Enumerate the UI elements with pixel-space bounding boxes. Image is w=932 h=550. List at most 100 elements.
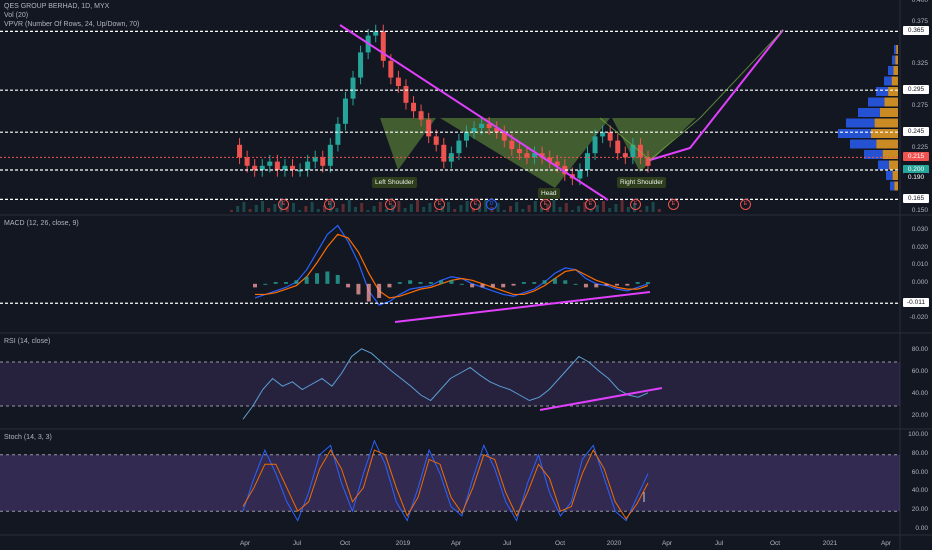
volume-bar xyxy=(564,203,568,212)
volume-bar xyxy=(471,208,475,212)
volume-bar xyxy=(614,204,618,212)
earnings-event-marker[interactable]: E xyxy=(324,199,335,210)
macd-histogram-bar xyxy=(563,280,568,284)
rsi-divergence-line xyxy=(539,387,663,411)
rsi-axis-tick: 80.00 xyxy=(911,346,928,353)
volume-bar xyxy=(366,210,370,212)
vol-indicator-title[interactable]: Vol (20) xyxy=(4,12,29,19)
volume-bar xyxy=(558,207,562,212)
volume-bar xyxy=(465,201,469,212)
volume-bar xyxy=(372,206,376,212)
head-area xyxy=(440,118,610,188)
vpvr-indicator-title[interactable]: VPVR (Number Of Rows, 24, Up/Down, 70) xyxy=(4,21,140,28)
earnings-event-marker[interactable]: E xyxy=(630,199,641,210)
time-axis-tick: Oct xyxy=(339,540,351,547)
candle-body xyxy=(622,153,628,158)
macd-histogram-bar xyxy=(284,282,289,284)
left-shoulder-label: Left Shoulder xyxy=(372,177,417,188)
volume-bar xyxy=(571,210,574,212)
volume-bar xyxy=(378,202,382,212)
vpvr-down-bar xyxy=(874,118,898,128)
macd-histogram-bar xyxy=(294,280,299,284)
macd-histogram-bar xyxy=(449,280,454,284)
volume-bar xyxy=(428,203,432,212)
price-axis-tick: 0.325 xyxy=(911,60,928,67)
macd-histogram-bar xyxy=(263,283,268,285)
volume-bar xyxy=(583,202,587,212)
macd-series-signal xyxy=(255,233,649,299)
earnings-event-marker[interactable]: E xyxy=(740,199,751,210)
stoch-axis-tick: 80.00 xyxy=(911,449,928,457)
candle-body xyxy=(562,165,568,175)
volume-bar xyxy=(236,206,240,212)
candle-body xyxy=(456,140,462,154)
earnings-event-marker[interactable]: E xyxy=(470,199,481,210)
macd-histogram-bar xyxy=(552,278,557,284)
dividend-event-marker[interactable]: D xyxy=(486,199,497,210)
volume-bar xyxy=(434,210,438,212)
macd-histogram-bar xyxy=(583,283,588,288)
right-shoulder-area xyxy=(612,118,696,172)
macd-histogram-bar xyxy=(356,283,361,295)
macd-histogram-bar xyxy=(532,282,537,284)
price-axis-tick: 0.275 xyxy=(911,102,928,109)
volume-bar xyxy=(626,207,630,212)
candle-body xyxy=(252,165,258,170)
macd-histogram-bar xyxy=(428,282,433,284)
volume-bar xyxy=(397,201,401,212)
vpvr-up-bar xyxy=(894,45,897,54)
volume-bar xyxy=(285,207,289,212)
volume-bar xyxy=(447,202,450,212)
macd-histogram-bar xyxy=(573,283,578,285)
candle-body xyxy=(267,161,273,166)
pattern-projection-outline xyxy=(599,29,784,161)
volume-bar xyxy=(316,209,320,212)
volume-bar xyxy=(459,205,463,212)
volume-bar xyxy=(354,207,357,212)
time-axis-tick: Apr xyxy=(450,540,462,547)
earnings-event-marker[interactable]: E xyxy=(668,199,679,210)
vpvr-down-bar xyxy=(880,108,898,117)
volume-bar xyxy=(502,210,506,212)
volume-bar xyxy=(261,201,264,212)
stoch-indicator-title[interactable]: Stoch (14, 3, 3) xyxy=(4,434,52,441)
macd-histogram-bar xyxy=(521,282,526,284)
vpvr-up-bar xyxy=(850,139,877,149)
current-price-badge: 0.190 xyxy=(903,173,929,183)
earnings-event-marker[interactable]: E xyxy=(385,199,396,210)
right-shoulder-label: Right Shoulder xyxy=(617,177,666,188)
vpvr-down-bar xyxy=(871,129,898,138)
rsi-indicator-title[interactable]: RSI (14, close) xyxy=(4,338,51,345)
macd-histogram-bar xyxy=(387,283,392,288)
stoch-axis-tick: 20.00 xyxy=(911,506,928,514)
candle-body xyxy=(554,161,560,166)
candle-body xyxy=(592,136,598,154)
symbol-title[interactable]: QES GROUP BERHAD, 1D, MYX xyxy=(4,3,110,10)
macd-histogram-bar xyxy=(325,271,330,284)
rsi-axis-tick: 40.00 xyxy=(911,390,928,397)
macd-histogram-bar xyxy=(335,275,340,284)
macd-histogram-bar xyxy=(304,276,309,284)
current-price-badge: 0.200 xyxy=(903,165,929,174)
volume-bar xyxy=(577,206,581,212)
earnings-event-marker[interactable]: E xyxy=(278,199,289,210)
earnings-event-marker[interactable]: E xyxy=(434,199,445,210)
vpvr-up-bar xyxy=(888,66,894,75)
volume-bar xyxy=(248,209,252,212)
macd-histogram-bar xyxy=(439,280,444,284)
volume-bar xyxy=(310,202,314,212)
earnings-event-marker[interactable]: E xyxy=(585,199,596,210)
candle-body xyxy=(335,123,341,145)
macd-axis-tick: 0.010 xyxy=(911,261,928,269)
macd-indicator-title[interactable]: MACD (12, 26, close, 9) xyxy=(4,220,79,227)
vpvr-down-bar xyxy=(893,66,898,75)
macd-divergence-line xyxy=(394,291,651,323)
time-axis-tick: 2020 xyxy=(606,540,622,547)
earnings-event-marker[interactable]: E xyxy=(540,199,551,210)
candle-body xyxy=(637,144,643,158)
candle-body xyxy=(388,60,394,78)
time-axis-tick: Jul xyxy=(502,540,512,547)
rsi-band xyxy=(0,362,900,406)
